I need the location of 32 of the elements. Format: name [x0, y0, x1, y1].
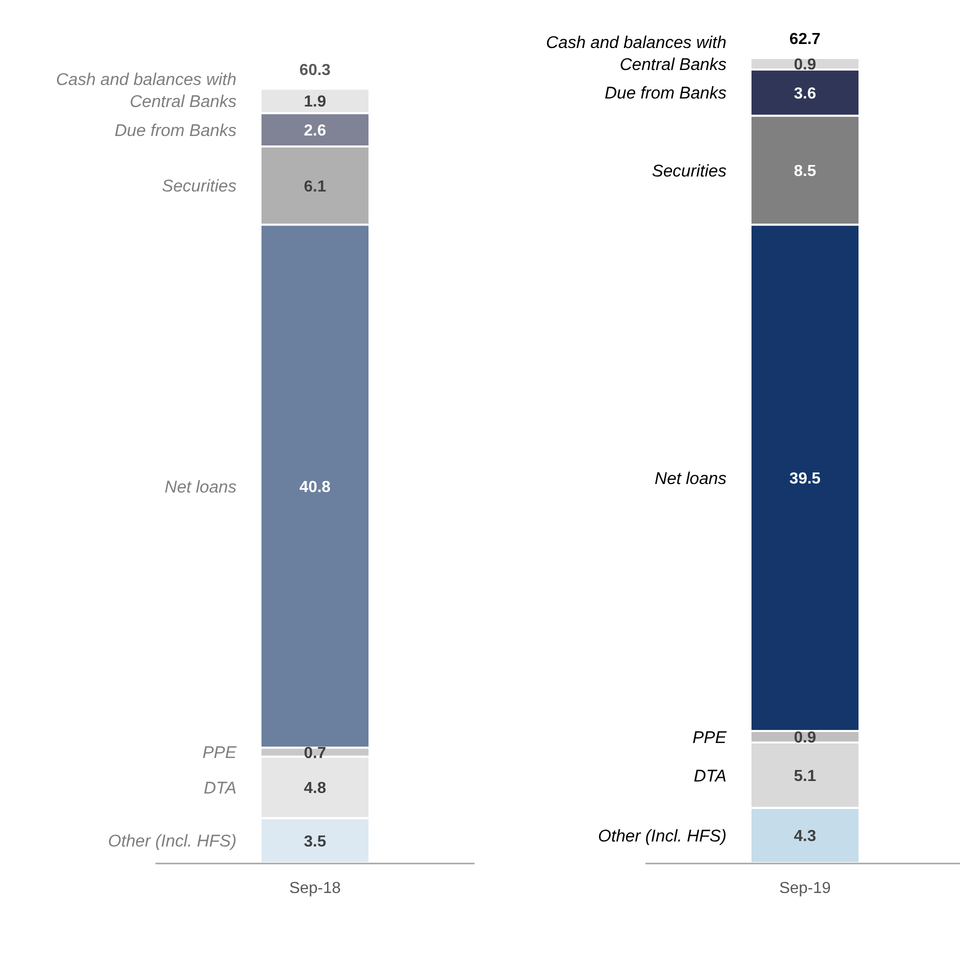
- text: Other (Incl. HFS): [598, 826, 726, 846]
- text: PPE: [692, 728, 726, 747]
- data-label: 5.1: [794, 768, 816, 785]
- x-tick-label: Sep-19: [779, 880, 831, 897]
- series-label: PPE: [202, 743, 238, 762]
- data-label: 40.8: [299, 478, 331, 496]
- series-label: Cash and balances with Central Banks: [56, 70, 237, 112]
- data-label: 1.9: [304, 94, 326, 111]
- data-label: 0.9: [794, 730, 816, 746]
- text: Securities: [652, 161, 726, 180]
- data-label: 2.6: [304, 122, 326, 140]
- series-label: DTA: [204, 778, 236, 798]
- data-label: 8.5: [794, 162, 816, 180]
- data-label: 39.5: [789, 470, 821, 488]
- series-label: Other (Incl. HFS): [108, 832, 236, 851]
- series-label: Due from Banks: [114, 120, 237, 140]
- data-label: 0.9: [794, 56, 816, 74]
- data-label: 3.6: [794, 85, 816, 102]
- data-label: 6.1: [304, 178, 326, 196]
- total-label: 62.7: [789, 31, 821, 48]
- data-label: 4.3: [794, 828, 816, 846]
- text: Due from Banks: [604, 84, 726, 103]
- text: DTA: [694, 766, 726, 786]
- data-label: 4.8: [304, 780, 326, 798]
- text: Cash and balances with Central Banks: [546, 32, 726, 74]
- data-label: 0.7: [304, 744, 326, 762]
- series-label: Securities: [162, 176, 237, 196]
- data-label: 3.5: [304, 833, 326, 850]
- text: Net loans: [654, 468, 726, 488]
- total-label: 60.3: [299, 62, 331, 79]
- series-label: Net loans: [164, 477, 237, 496]
- x-tick-label: Sep-18: [289, 880, 341, 897]
